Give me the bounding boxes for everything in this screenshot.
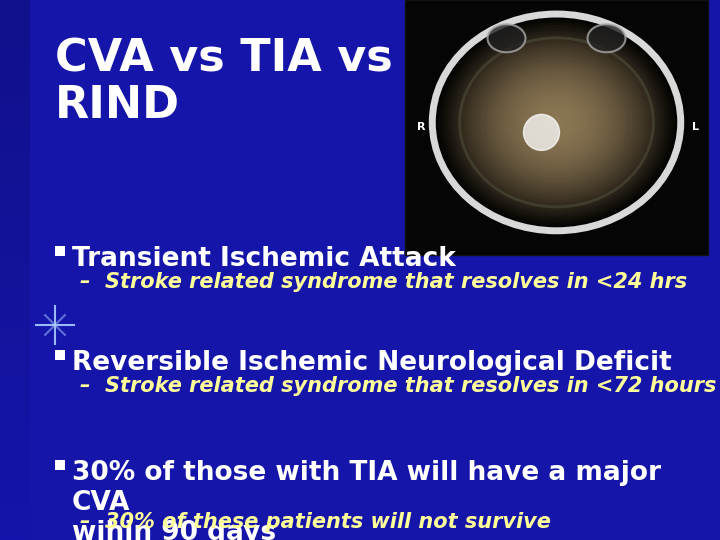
Ellipse shape [547, 114, 566, 131]
Text: Reversible Ischemic Neurological Deficit: Reversible Ischemic Neurological Deficit [72, 350, 672, 376]
Ellipse shape [442, 22, 671, 222]
Ellipse shape [474, 50, 639, 194]
Ellipse shape [541, 109, 572, 136]
Text: L: L [692, 123, 699, 132]
Ellipse shape [464, 42, 649, 203]
Ellipse shape [521, 92, 592, 153]
Ellipse shape [487, 61, 626, 184]
Text: 30% of those with TIA will have a major CVA
wihin 90 days: 30% of those with TIA will have a major … [72, 460, 661, 540]
Ellipse shape [503, 75, 611, 170]
Ellipse shape [483, 58, 630, 186]
Ellipse shape [436, 17, 678, 228]
Ellipse shape [490, 64, 624, 181]
Bar [55, 350, 65, 360]
Ellipse shape [470, 48, 642, 198]
Ellipse shape [505, 78, 608, 167]
Ellipse shape [534, 103, 579, 142]
Text: –  Stroke related syndrome that resolves in <72 hours: – Stroke related syndrome that resolves … [80, 376, 716, 396]
Ellipse shape [496, 70, 617, 175]
Ellipse shape [544, 111, 570, 133]
Ellipse shape [445, 25, 668, 220]
Ellipse shape [458, 36, 655, 208]
Ellipse shape [528, 97, 585, 147]
Ellipse shape [512, 84, 601, 161]
Ellipse shape [499, 72, 614, 172]
Bar [55, 246, 65, 256]
Text: RIND: RIND [55, 84, 180, 127]
Ellipse shape [454, 33, 658, 211]
Circle shape [523, 114, 559, 151]
Ellipse shape [553, 120, 559, 125]
Ellipse shape [432, 14, 680, 231]
Text: R: R [417, 123, 426, 132]
Ellipse shape [509, 80, 604, 164]
Ellipse shape [438, 19, 675, 225]
Text: –  Stroke related syndrome that resolves in <24 hrs: – Stroke related syndrome that resolves … [80, 272, 687, 292]
Text: –  30% of these patients will not survive: – 30% of these patients will not survive [80, 512, 551, 532]
Ellipse shape [537, 106, 575, 139]
Ellipse shape [480, 56, 633, 189]
Ellipse shape [515, 86, 598, 159]
Ellipse shape [550, 117, 563, 128]
Ellipse shape [588, 24, 626, 52]
Text: CVA vs TIA vs: CVA vs TIA vs [55, 38, 392, 81]
Ellipse shape [467, 45, 646, 200]
Ellipse shape [451, 31, 662, 214]
Ellipse shape [477, 53, 636, 192]
Ellipse shape [487, 24, 526, 52]
Ellipse shape [531, 100, 582, 145]
Ellipse shape [448, 28, 665, 217]
Ellipse shape [518, 89, 595, 156]
Ellipse shape [525, 94, 588, 150]
Ellipse shape [492, 67, 620, 178]
FancyBboxPatch shape [405, 0, 708, 255]
Ellipse shape [461, 39, 652, 206]
Bar [55, 460, 65, 470]
Text: Transient Ischemic Attack: Transient Ischemic Attack [72, 246, 456, 272]
